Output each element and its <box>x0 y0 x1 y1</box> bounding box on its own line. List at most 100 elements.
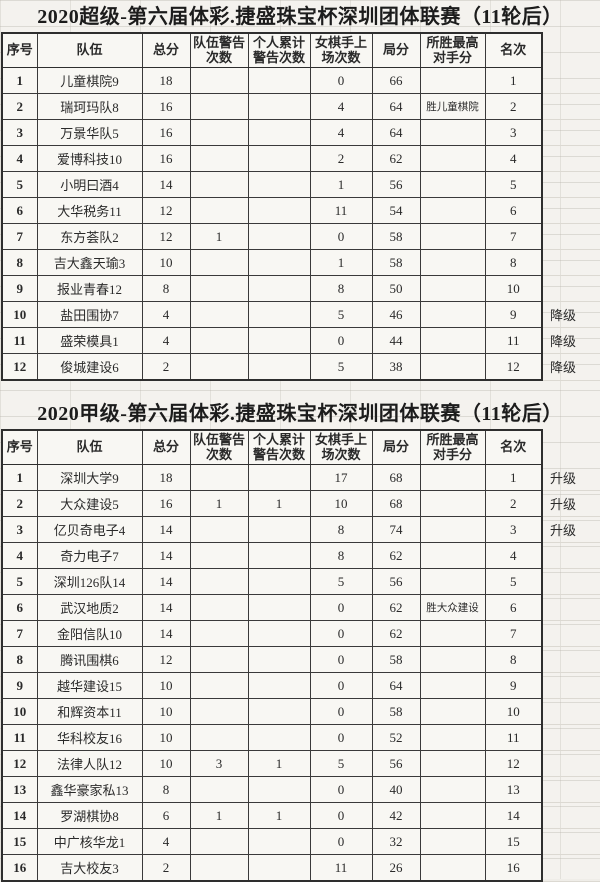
cell-pers_warn <box>247 646 311 673</box>
standings-table-super: 序号 队伍 总分 队伍警告次数 个人累计警告次数 女棋手上场次数 局分 所胜最高对手分 名次 1… <box>1 32 600 381</box>
promotion-relegation-note <box>542 223 600 250</box>
cell-team: 深圳126队14 <box>36 568 143 595</box>
cell-female: 5 <box>309 301 373 328</box>
cell-team_warn <box>189 724 249 751</box>
promotion-relegation-note <box>542 750 600 777</box>
cell-num: 2 <box>1 490 38 517</box>
cell-female: 5 <box>309 750 373 777</box>
cell-team_warn <box>189 568 249 595</box>
team-row: 2 大众建设5 16 1 1 10 68 2 升级 <box>1 490 600 517</box>
cell-board: 62 <box>371 542 421 569</box>
cell-total: 10 <box>141 750 191 777</box>
cell-total: 18 <box>141 464 191 491</box>
cell-best_win <box>419 275 486 302</box>
team-row: 14 罗湖棋协8 6 1 1 0 42 14 <box>1 802 600 829</box>
cell-board: 62 <box>371 594 421 621</box>
cell-best_win <box>419 223 486 250</box>
cell-best_win <box>419 620 486 647</box>
cell-team: 深圳大学9 <box>36 464 143 491</box>
cell-team: 法律人队12 <box>36 750 143 777</box>
promotion-relegation-note <box>542 854 600 882</box>
cell-team: 盐田围协7 <box>36 301 143 328</box>
cell-best_win <box>419 750 486 777</box>
promotion-relegation-note <box>542 724 600 751</box>
cell-num: 12 <box>1 353 38 381</box>
team-row: 11 盛荣模具1 4 0 44 11 降级 <box>1 327 600 354</box>
cell-team: 和辉资本11 <box>36 698 143 725</box>
cell-female: 0 <box>309 620 373 647</box>
cell-rank: 3 <box>484 516 543 543</box>
promotion-relegation-note <box>542 646 600 673</box>
cell-team_warn <box>189 620 249 647</box>
cell-best_win <box>419 353 486 381</box>
cell-best_win <box>419 119 486 146</box>
cell-board: 44 <box>371 327 421 354</box>
cell-board: 56 <box>371 171 421 198</box>
cell-best_win <box>419 249 486 276</box>
cell-female: 5 <box>309 353 373 381</box>
cell-best_win <box>419 672 486 699</box>
team-row: 12 法律人队12 10 3 1 5 56 12 <box>1 750 600 777</box>
cell-num: 3 <box>1 516 38 543</box>
cell-team_warn <box>189 672 249 699</box>
cell-board: 54 <box>371 197 421 224</box>
cell-team: 中广核华龙1 <box>36 828 143 855</box>
cell-pers_warn <box>247 776 311 803</box>
column-header-team: 队伍 <box>36 429 143 465</box>
cell-total: 16 <box>141 145 191 172</box>
cell-total: 4 <box>141 327 191 354</box>
cell-num: 6 <box>1 197 38 224</box>
team-row: 15 中广核华龙1 4 0 32 15 <box>1 828 600 855</box>
cell-team_warn <box>189 776 249 803</box>
cell-team_warn <box>189 854 249 882</box>
column-header-female: 女棋手上场次数 <box>309 32 373 68</box>
cell-best_win <box>419 490 486 517</box>
cell-total: 10 <box>141 249 191 276</box>
cell-board: 56 <box>371 568 421 595</box>
cell-pers_warn: 1 <box>247 750 311 777</box>
cell-rank: 7 <box>484 223 543 250</box>
column-header-pers_warn: 个人累计警告次数 <box>247 429 311 465</box>
cell-team: 罗湖棋协8 <box>36 802 143 829</box>
cell-total: 14 <box>141 542 191 569</box>
cell-best_win <box>419 828 486 855</box>
cell-team_warn <box>189 171 249 198</box>
standings-table-division-a-wrap: 序号 队伍 总分 队伍警告次数 个人累计警告次数 女棋手上场次数 局分 所胜最高对手分 名次 1… <box>1 429 600 882</box>
cell-team: 华科校友16 <box>36 724 143 751</box>
cell-rank: 12 <box>484 353 543 381</box>
cell-female: 11 <box>309 854 373 882</box>
cell-pers_warn <box>247 275 311 302</box>
cell-board: 32 <box>371 828 421 855</box>
cell-female: 0 <box>309 828 373 855</box>
cell-best_win <box>419 698 486 725</box>
table-body: 1 儿童棋院9 18 0 66 1 2 瑞珂玛队8 16 4 64 胜儿童棋院 2 3 万景华队5 16 4 64… <box>1 67 600 381</box>
team-row: 5 深圳126队14 14 5 56 5 <box>1 568 600 595</box>
team-row: 10 和辉资本11 10 0 58 10 <box>1 698 600 725</box>
cell-pers_warn <box>247 516 311 543</box>
cell-pers_warn <box>247 698 311 725</box>
team-row: 3 万景华队5 16 4 64 3 <box>1 119 600 146</box>
cell-team_warn <box>189 698 249 725</box>
cell-board: 68 <box>371 490 421 517</box>
cell-num: 3 <box>1 119 38 146</box>
promotion-relegation-note: 升级 <box>542 490 600 517</box>
cell-num: 8 <box>1 249 38 276</box>
cell-pers_warn <box>247 301 311 328</box>
cell-pers_warn <box>247 145 311 172</box>
cell-total: 14 <box>141 171 191 198</box>
cell-team_warn <box>189 464 249 491</box>
cell-rank: 11 <box>484 327 543 354</box>
column-header-note <box>542 33 600 68</box>
column-header-board: 局分 <box>371 32 421 68</box>
cell-team_warn <box>189 301 249 328</box>
cell-female: 11 <box>309 197 373 224</box>
cell-female: 4 <box>309 119 373 146</box>
cell-total: 12 <box>141 223 191 250</box>
cell-best_win <box>419 854 486 882</box>
cell-team_warn: 1 <box>189 490 249 517</box>
cell-female: 5 <box>309 568 373 595</box>
cell-team: 武汉地质2 <box>36 594 143 621</box>
cell-pers_warn <box>247 93 311 120</box>
column-header-num: 序号 <box>1 32 38 68</box>
